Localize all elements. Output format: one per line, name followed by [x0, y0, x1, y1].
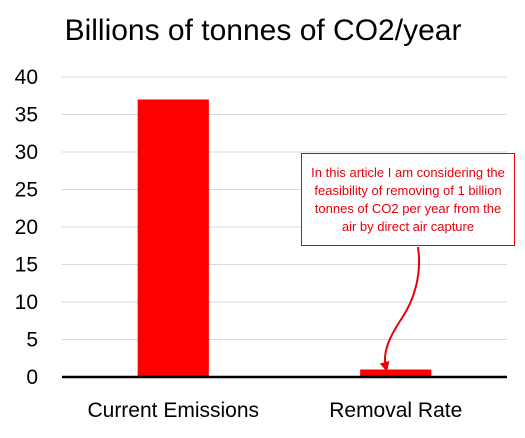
chart-title: Billions of tonnes of CO2/year: [65, 14, 462, 47]
y-tick-label: 15: [15, 254, 38, 277]
annotation-arrow: [379, 246, 420, 372]
y-tick-label: 10: [15, 291, 38, 314]
y-tick-label: 35: [15, 104, 38, 127]
x-axis-categories: Current Emissions Removal Rate: [87, 399, 462, 422]
y-tick-label: 40: [15, 66, 38, 89]
y-tick-label: 5: [26, 329, 38, 352]
y-axis-ticks: 0 5 10 15 20 25 30 35 40: [15, 66, 38, 389]
y-tick-label: 30: [15, 141, 38, 164]
y-tick-label: 0: [26, 366, 38, 389]
bar-removal-rate: [360, 369, 432, 377]
x-category-label: Removal Rate: [329, 399, 462, 422]
annotation-callout: In this article I am considering the fea…: [301, 153, 515, 246]
y-tick-label: 20: [15, 216, 38, 239]
y-tick-label: 25: [15, 179, 38, 202]
bars: [137, 99, 432, 377]
bar-current-emissions: [137, 99, 209, 377]
gridlines: [62, 76, 507, 340]
x-category-label: Current Emissions: [87, 399, 259, 422]
annotation-text: In this article I am considering the fea…: [311, 164, 505, 234]
